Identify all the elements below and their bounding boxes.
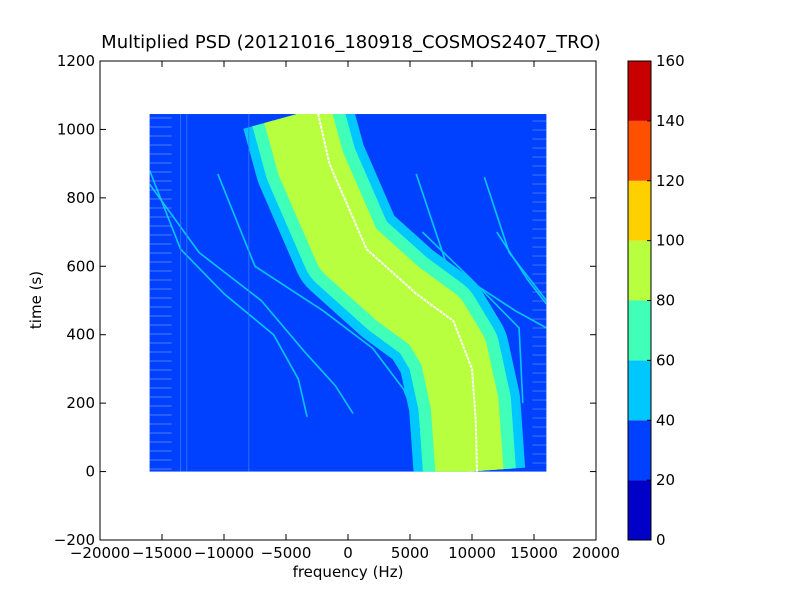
y-tick-label: 1000 <box>57 120 95 138</box>
faint-trace-6 <box>496 231 547 305</box>
band-layer-3 <box>264 114 504 472</box>
plot-area: −20000 −15000 −10000 −5000 0 5000 10000 15000 20… <box>54 52 620 562</box>
colorbar-level-3 <box>628 360 651 421</box>
x-tick-label: 10000 <box>448 544 496 562</box>
faint-trace-3 <box>149 183 354 414</box>
colorbar-level-8 <box>628 61 651 121</box>
y-tick-label: 400 <box>66 326 95 344</box>
faint-trace-7 <box>421 231 524 404</box>
colorbar-level-7 <box>628 120 651 181</box>
x-axis-label: frequency (Hz) <box>293 563 404 581</box>
colorbar-level-5 <box>628 240 651 301</box>
colorbar-tick-label: 20 <box>656 471 675 489</box>
colorbar-tick-label: 60 <box>656 351 675 369</box>
band-bright-line <box>317 114 478 472</box>
y-tick-label: 600 <box>66 257 95 275</box>
x-tick-label: −20000 <box>70 544 130 562</box>
colorbar-tick-label: 160 <box>656 52 685 70</box>
y-axis-ticks: −200 0 200 400 600 800 1000 1200 <box>54 52 596 549</box>
x-tick-label: 15000 <box>510 544 558 562</box>
colorbar-level-4 <box>628 300 651 361</box>
x-tick-label: −10000 <box>194 544 254 562</box>
y-tick-label: −200 <box>54 531 95 549</box>
y-tick-label: 800 <box>66 189 95 207</box>
colorbar-tick-label: 140 <box>656 112 685 130</box>
x-tick-label: 20000 <box>572 544 620 562</box>
colorbar-tick-label: 120 <box>656 172 685 190</box>
y-tick-label: 200 <box>66 394 95 412</box>
y-axis-label: time (s) <box>27 271 45 329</box>
x-tick-label: −5000 <box>261 544 312 562</box>
y-tick-label: 1200 <box>57 52 95 70</box>
colorbar-tick-label: 100 <box>656 232 685 250</box>
colorbar-level-6 <box>628 180 651 241</box>
colorbar-levels <box>628 61 651 540</box>
colorbar-tick-label: 80 <box>656 292 675 310</box>
heatmap <box>149 114 547 472</box>
x-tick-label: −15000 <box>132 544 192 562</box>
colorbar: 0 20 40 60 80 100 120 140 160 <box>627 52 685 549</box>
x-tick-label: 0 <box>343 544 353 562</box>
colorbar-level-1 <box>628 480 651 540</box>
y-tick-label: 0 <box>85 463 95 481</box>
x-tick-label: 5000 <box>391 544 429 562</box>
colorbar-tick-label: 40 <box>656 411 675 429</box>
chart-title: Multiplied PSD (20121016_180918_COSMOS24… <box>101 32 601 53</box>
colorbar-ticks: 0 20 40 60 80 100 120 140 160 <box>647 52 685 549</box>
x-axis-ticks: −20000 −15000 −10000 −5000 0 5000 10000 15000 20… <box>70 61 620 562</box>
colorbar-tick-label: 0 <box>656 531 666 549</box>
colorbar-level-2 <box>628 420 651 481</box>
heatmap-signal <box>149 114 547 472</box>
